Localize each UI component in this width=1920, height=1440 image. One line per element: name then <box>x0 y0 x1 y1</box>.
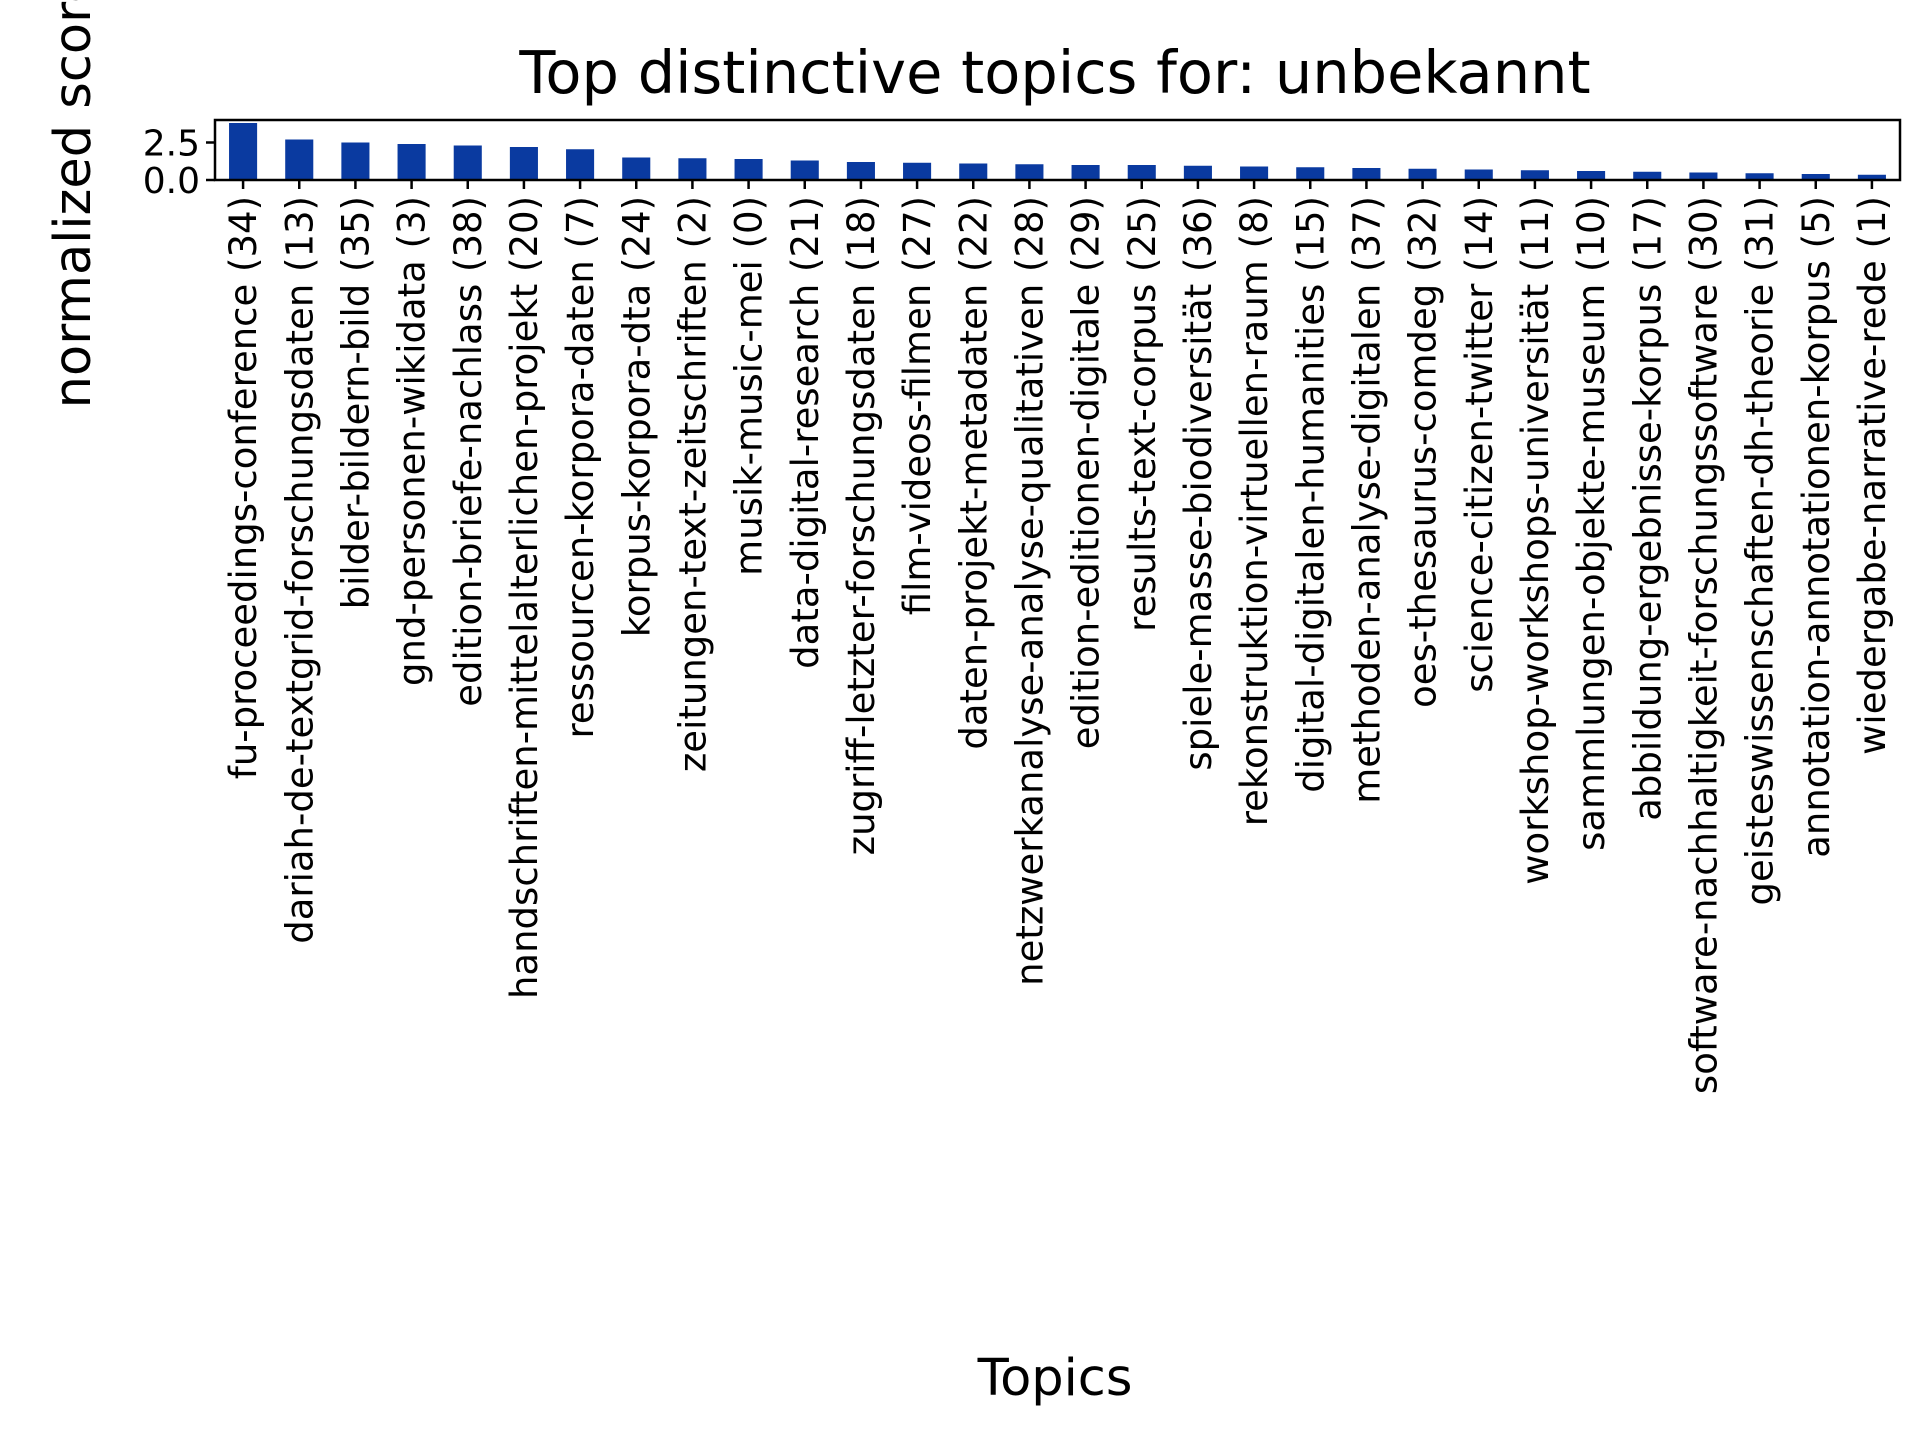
x-tick-label: annotation-annotationen-korpus (5) <box>1795 196 1838 858</box>
plot-frame <box>213 118 1902 182</box>
x-tick-label: musik-music-mei (0) <box>728 196 771 576</box>
bar <box>678 158 707 180</box>
bar <box>622 157 651 180</box>
x-tick-label: science-citizen-twitter (14) <box>1458 196 1501 693</box>
bar <box>1071 165 1100 180</box>
x-axis-label: Topics <box>977 1349 1133 1408</box>
bar <box>1127 165 1156 180</box>
x-tick-label: gnd-personen-wikidata (3) <box>391 196 434 686</box>
x-tick-label: workshop-workshops-universität (11) <box>1514 196 1557 885</box>
x-tick-label: edition-editionen-digitale (29) <box>1065 196 1108 749</box>
x-tick-label: film-videos-filmen (27) <box>896 196 939 615</box>
bar <box>1801 174 1830 180</box>
x-tick-label: bilder-bildern-bild (35) <box>334 196 377 609</box>
bar <box>453 145 482 180</box>
bar <box>1352 168 1381 180</box>
bar <box>903 162 932 180</box>
bar <box>1240 166 1269 180</box>
bar <box>1577 171 1606 180</box>
bar <box>734 159 763 180</box>
bar <box>509 147 538 180</box>
bar <box>1633 171 1662 180</box>
bar <box>397 144 426 180</box>
bar <box>959 163 988 180</box>
y-tick-label: 0.0 <box>143 161 200 202</box>
bar <box>1857 174 1886 180</box>
bar <box>790 160 819 180</box>
x-tick-label: edition-briefe-nachlass (38) <box>447 196 490 707</box>
bar <box>566 149 595 180</box>
x-tick-label: handschriften-mittelalterlichen-projekt … <box>503 196 546 999</box>
x-tick-label: geisteswissenschaften-dh-theorie (31) <box>1739 196 1782 905</box>
x-tick-label: sammlungen-objekte-museum (10) <box>1570 196 1613 851</box>
x-tick-label: digital-digitalen-humanities (15) <box>1289 196 1332 793</box>
bar <box>1689 172 1718 180</box>
bar <box>846 162 875 180</box>
x-tick-label: daten-projekt-metadaten (22) <box>952 196 995 750</box>
x-tick-label: dariah-de-textgrid-forschungsdaten (13) <box>278 196 321 944</box>
bar <box>1183 165 1212 180</box>
x-tick-label: spiele-masse-biodiversität (36) <box>1177 196 1220 771</box>
chart-title: Top distinctive topics for: unbekannt <box>518 38 1590 107</box>
x-tick-label: software-nachhaltigkeit-forschungssoftwa… <box>1682 196 1725 1094</box>
x-tick-label: zeitungen-text-zeitschriften (2) <box>671 196 714 772</box>
y-axis-label: normalized score <box>44 0 103 408</box>
x-tick-label: rekonstruktion-virtuellen-raum (8) <box>1233 196 1276 826</box>
x-tick-label: korpus-korpora-dta (24) <box>615 196 658 637</box>
bar <box>285 139 314 180</box>
plot-area: 0.02.5 fu-proceedings-conference (34) dari… <box>143 118 1902 1094</box>
x-tick-label: fu-proceedings-conference (34) <box>222 196 265 779</box>
bar <box>1296 167 1325 180</box>
bar <box>1464 169 1493 180</box>
x-tick-label: results-text-corpus (25) <box>1121 196 1164 632</box>
bar <box>229 123 258 180</box>
bar <box>1520 170 1549 180</box>
bar <box>1408 168 1437 180</box>
bar <box>341 142 370 180</box>
x-tick-label: netzwerkanalyse-analyse-qualitativen (28… <box>1008 196 1051 986</box>
y-tick-label: 2.5 <box>143 124 200 165</box>
x-tick-label: data-digital-research (21) <box>784 196 827 669</box>
x-tick-label: zugriff-letzter-forschungsdaten (18) <box>840 196 883 855</box>
bar <box>1015 164 1044 180</box>
x-tick-label: methoden-analyse-digitalen (37) <box>1345 196 1388 804</box>
x-tick-label: ressourcen-korpora-daten (7) <box>559 196 602 738</box>
x-tick-label: oes-thesaurus-comdeg (32) <box>1402 196 1445 708</box>
x-tick-label: wiedergabe-narrative-rede (1) <box>1851 196 1894 755</box>
bar <box>1745 173 1774 180</box>
x-tick-label: abbildung-ergebnisse-korpus (17) <box>1626 196 1669 821</box>
